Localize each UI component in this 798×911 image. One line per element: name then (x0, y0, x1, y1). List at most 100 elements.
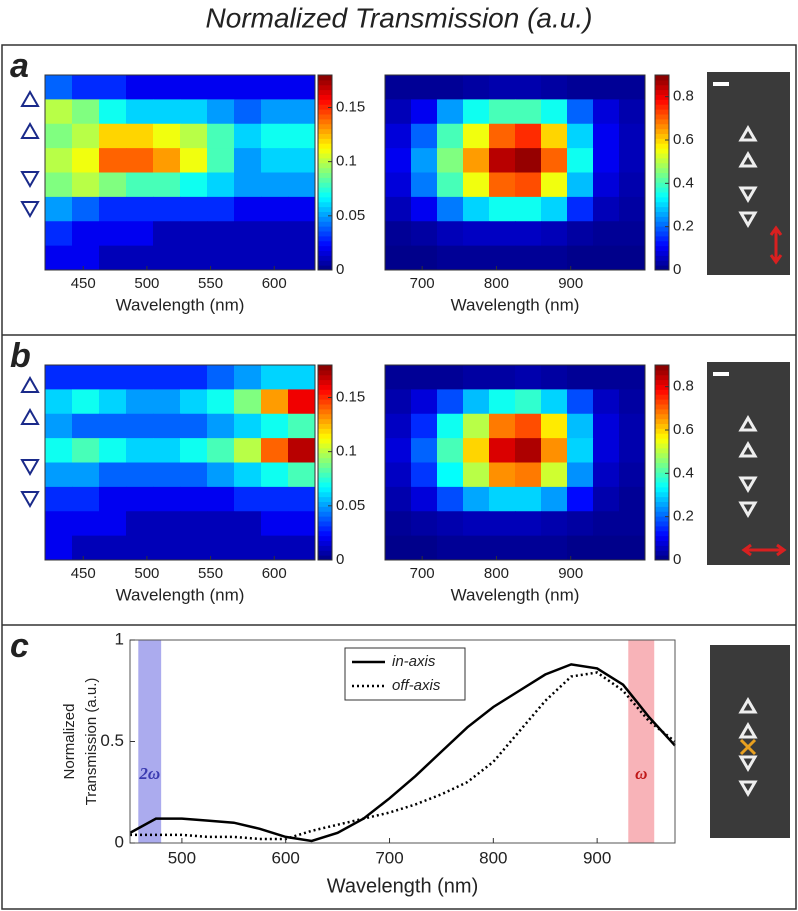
heatmap-cell (99, 148, 127, 173)
heatmap-cell (411, 196, 438, 222)
colorbar-swatch (318, 99, 332, 105)
heatmap-cell (99, 365, 127, 390)
heatmap-cell (99, 389, 127, 415)
colorbar-swatch (655, 482, 669, 488)
colorbar-swatch (655, 187, 669, 193)
heatmap-cell (180, 413, 208, 439)
heatmap-cell (180, 75, 208, 100)
heatmap-cell (567, 413, 594, 439)
colorbar-swatch (655, 143, 669, 149)
heatmap-cell (593, 462, 620, 488)
colorbar-swatch (318, 162, 332, 169)
heatmap-cell (619, 535, 646, 561)
colorbar-swatch (655, 192, 669, 198)
heatmap-cell (463, 99, 490, 125)
heatmap-cell (515, 462, 542, 488)
colorbar-tick-label: 0.6 (673, 131, 694, 148)
heatmap-cell (437, 535, 464, 561)
heatmap-cell (489, 245, 516, 271)
heatmap-cell (541, 99, 568, 125)
colorbar-swatch (655, 506, 669, 512)
x-tick-label: 700 (375, 848, 403, 867)
colorbar-tick-label: 0.6 (673, 421, 694, 438)
colorbar-swatch (655, 521, 669, 527)
x-tick-label: 500 (168, 848, 196, 867)
heatmap-cell (261, 413, 289, 439)
colorbar-swatch (655, 462, 669, 468)
colorbar-swatch (318, 408, 332, 415)
x-axis-label: Wavelength (nm) (116, 295, 245, 314)
plot-border (44, 74, 316, 271)
heatmap-cell (261, 389, 289, 415)
colorbar-swatch (318, 255, 332, 261)
heatmap-cell (515, 438, 542, 463)
heatmap-cell (489, 123, 516, 149)
heatmap-cell (207, 245, 235, 271)
sem-image (707, 72, 790, 275)
colorbar-swatch (655, 201, 669, 208)
heatmap-cell (567, 172, 594, 198)
colorbar-swatch (318, 521, 332, 527)
heatmap-cell (385, 462, 412, 488)
heatmap-cell (207, 389, 235, 415)
heatmap-cell (619, 148, 646, 173)
heatmap-cell (234, 148, 262, 173)
colorbar-swatch (655, 153, 669, 159)
heatmap-cell (515, 123, 542, 149)
colorbar-swatch (655, 525, 669, 532)
colorbar-swatch (655, 157, 669, 164)
heatmap-cell (567, 245, 594, 271)
heatmap-cell (463, 462, 490, 488)
heatmap-cell (126, 365, 154, 390)
heatmap-cell (437, 462, 464, 488)
heatmap-cell (261, 99, 289, 125)
colorbar-swatch (318, 192, 332, 198)
colorbar-swatch (318, 486, 332, 493)
x-tick-label: 450 (71, 565, 96, 582)
heatmap-cell (288, 389, 316, 415)
colorbar-swatch (318, 94, 332, 100)
colorbar-swatch (318, 516, 332, 522)
heatmap-cell (153, 511, 181, 537)
colorbar-swatch (655, 133, 669, 139)
colorbar-swatch (655, 486, 669, 493)
colorbar-swatch (655, 123, 669, 130)
legend-label: in-axis (392, 653, 436, 670)
heatmap-cell (567, 389, 594, 415)
heatmap-cell (619, 389, 646, 415)
heatmap-cell (489, 438, 516, 463)
heatmap-cell (180, 99, 208, 125)
colorbar-swatch (655, 260, 669, 266)
heatmap-cell (180, 221, 208, 247)
colorbar-swatch (655, 365, 669, 371)
heatmap-cell (489, 75, 516, 100)
colorbar-swatch (318, 265, 332, 271)
heatmap-cell (45, 438, 73, 463)
heatmap-cell (463, 123, 490, 149)
heatmap-cell (126, 148, 154, 173)
heatmap-cell (45, 221, 73, 247)
heatmap-cell (619, 75, 646, 100)
panel-label: a (10, 47, 29, 85)
heatmap-cell (153, 462, 181, 488)
heatmap-cell (437, 221, 464, 247)
band-label: ω (635, 764, 647, 783)
colorbar-swatch (655, 389, 669, 395)
heatmap-cell (99, 462, 127, 488)
heatmap-cell (567, 99, 594, 125)
x-tick-label: 700 (410, 275, 435, 292)
heatmap-cell (153, 535, 181, 561)
heatmap-cell (180, 148, 208, 173)
colorbar-swatch (655, 399, 669, 405)
colorbar-swatch (318, 133, 332, 139)
colorbar-swatch (318, 374, 332, 381)
heatmap-cell (385, 438, 412, 463)
heatmap-cell (72, 413, 100, 439)
colorbar-swatch (655, 196, 669, 203)
heatmap-cell (437, 365, 464, 390)
heatmap-cell (261, 196, 289, 222)
heatmap-cell (567, 365, 594, 390)
heatmap-cell (180, 511, 208, 537)
colorbar-swatch (318, 75, 332, 81)
colorbar-swatch (318, 369, 332, 376)
